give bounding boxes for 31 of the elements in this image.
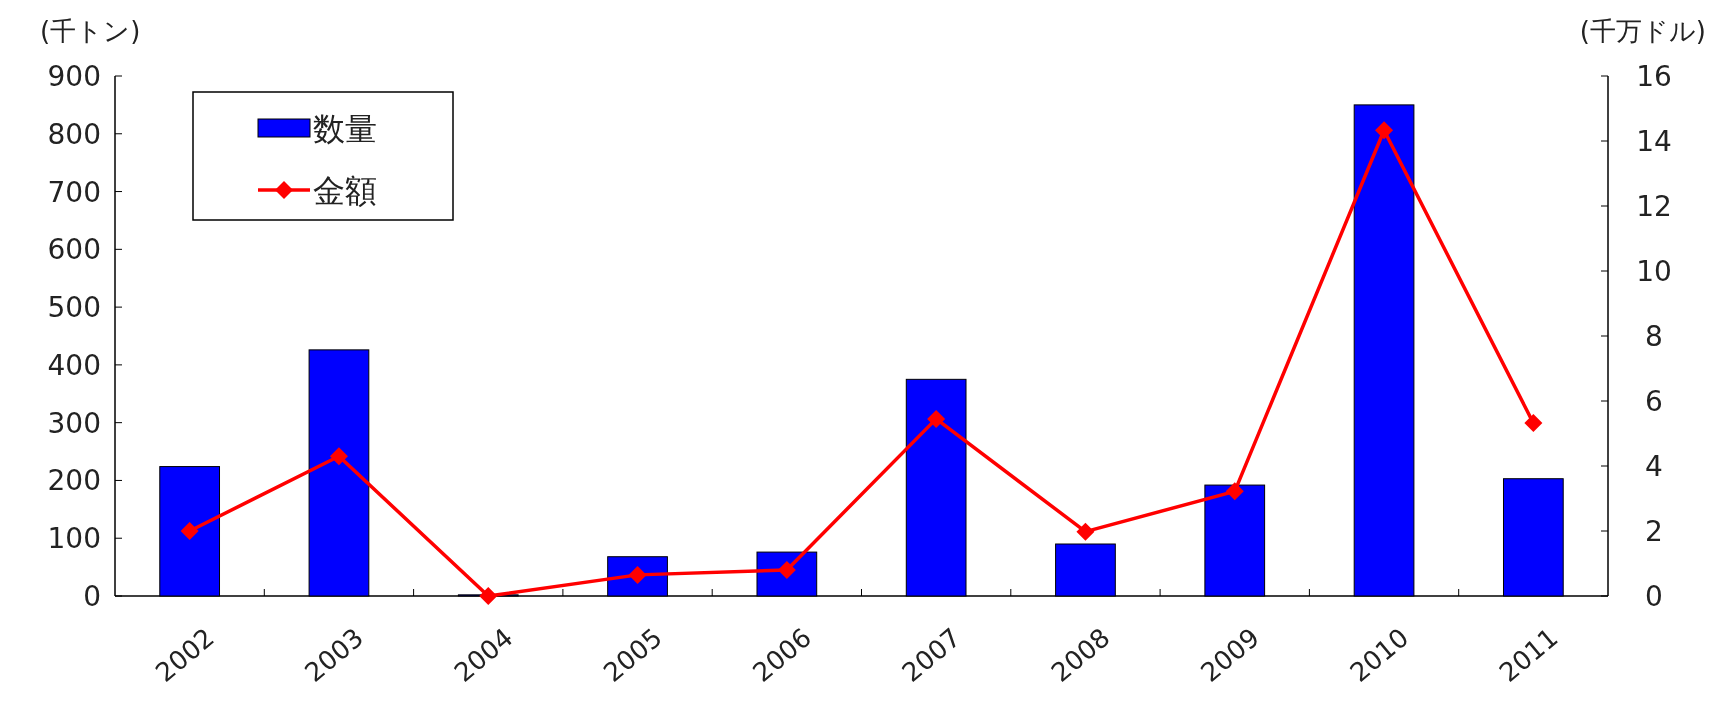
point	[329, 447, 348, 466]
legend-label: 数量	[313, 110, 377, 148]
y-tick-label: 100	[47, 522, 101, 556]
y2-tick-label: 14	[1636, 125, 1672, 158]
y2-axis-title: (千万ドル)	[1579, 16, 1706, 46]
y-tick-label: 200	[47, 464, 101, 498]
y-tick-label: 900	[47, 60, 101, 93]
y2-tick-label: 2	[1645, 515, 1663, 548]
point	[1524, 414, 1543, 433]
y-tick-label: 700	[47, 175, 101, 209]
point	[1225, 482, 1244, 501]
y2-tick-label: 16	[1636, 60, 1672, 93]
y-tick-label: 300	[47, 406, 101, 440]
y2-tick-label: 0	[1645, 580, 1663, 613]
y2-tick-label: 10	[1636, 255, 1672, 288]
y-tick-label: 0	[83, 580, 101, 613]
point	[927, 409, 946, 428]
point	[1076, 522, 1095, 541]
y2-tick-label: 8	[1645, 320, 1663, 353]
y2-tick-label: 6	[1645, 385, 1663, 418]
y-tick-label: 400	[47, 348, 101, 382]
y2-tick-label: 12	[1636, 190, 1672, 223]
point	[180, 522, 199, 540]
y-tick-label: 500	[47, 291, 101, 325]
point	[479, 587, 498, 605]
point	[1375, 121, 1394, 140]
y-axis-title: (千トン)	[40, 16, 141, 46]
legend-label: 金額	[313, 172, 377, 210]
y-tick-label: 600	[47, 233, 101, 267]
y-tick-label: 800	[47, 117, 101, 151]
y2-tick-label: 4	[1645, 450, 1663, 483]
